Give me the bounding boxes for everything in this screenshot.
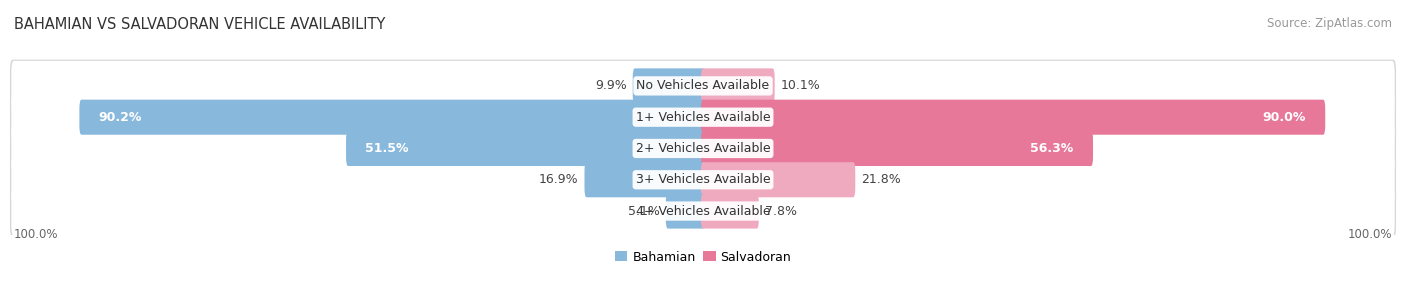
Text: 90.0%: 90.0% — [1263, 111, 1306, 124]
Text: 4+ Vehicles Available: 4+ Vehicles Available — [636, 204, 770, 218]
Text: 5.1%: 5.1% — [627, 204, 659, 218]
Text: 9.9%: 9.9% — [595, 80, 627, 92]
FancyBboxPatch shape — [585, 162, 704, 197]
Text: 16.9%: 16.9% — [538, 173, 578, 186]
FancyBboxPatch shape — [702, 194, 759, 229]
Text: 56.3%: 56.3% — [1031, 142, 1074, 155]
FancyBboxPatch shape — [10, 59, 1396, 112]
Text: 10.1%: 10.1% — [780, 80, 821, 92]
Text: 7.8%: 7.8% — [765, 204, 797, 218]
FancyBboxPatch shape — [10, 185, 1396, 237]
Text: No Vehicles Available: No Vehicles Available — [637, 80, 769, 92]
Text: 3+ Vehicles Available: 3+ Vehicles Available — [636, 173, 770, 186]
FancyBboxPatch shape — [666, 194, 704, 229]
FancyBboxPatch shape — [10, 91, 1396, 144]
Text: 100.0%: 100.0% — [14, 228, 59, 241]
Text: BAHAMIAN VS SALVADORAN VEHICLE AVAILABILITY: BAHAMIAN VS SALVADORAN VEHICLE AVAILABIL… — [14, 17, 385, 32]
Text: Source: ZipAtlas.com: Source: ZipAtlas.com — [1267, 17, 1392, 30]
FancyBboxPatch shape — [702, 131, 1092, 166]
Legend: Bahamian, Salvadoran: Bahamian, Salvadoran — [610, 246, 796, 269]
Text: 1+ Vehicles Available: 1+ Vehicles Available — [636, 111, 770, 124]
Text: 90.2%: 90.2% — [98, 111, 142, 124]
FancyBboxPatch shape — [346, 131, 704, 166]
FancyBboxPatch shape — [79, 100, 704, 135]
Text: 100.0%: 100.0% — [1347, 228, 1392, 241]
FancyBboxPatch shape — [10, 154, 1396, 206]
FancyBboxPatch shape — [702, 68, 775, 104]
Text: 21.8%: 21.8% — [862, 173, 901, 186]
FancyBboxPatch shape — [633, 68, 704, 104]
FancyBboxPatch shape — [10, 122, 1396, 175]
FancyBboxPatch shape — [702, 162, 855, 197]
FancyBboxPatch shape — [702, 100, 1326, 135]
FancyBboxPatch shape — [11, 61, 1395, 111]
FancyBboxPatch shape — [11, 124, 1395, 174]
FancyBboxPatch shape — [11, 186, 1395, 236]
FancyBboxPatch shape — [11, 155, 1395, 205]
Text: 2+ Vehicles Available: 2+ Vehicles Available — [636, 142, 770, 155]
Text: 51.5%: 51.5% — [366, 142, 409, 155]
FancyBboxPatch shape — [11, 92, 1395, 142]
